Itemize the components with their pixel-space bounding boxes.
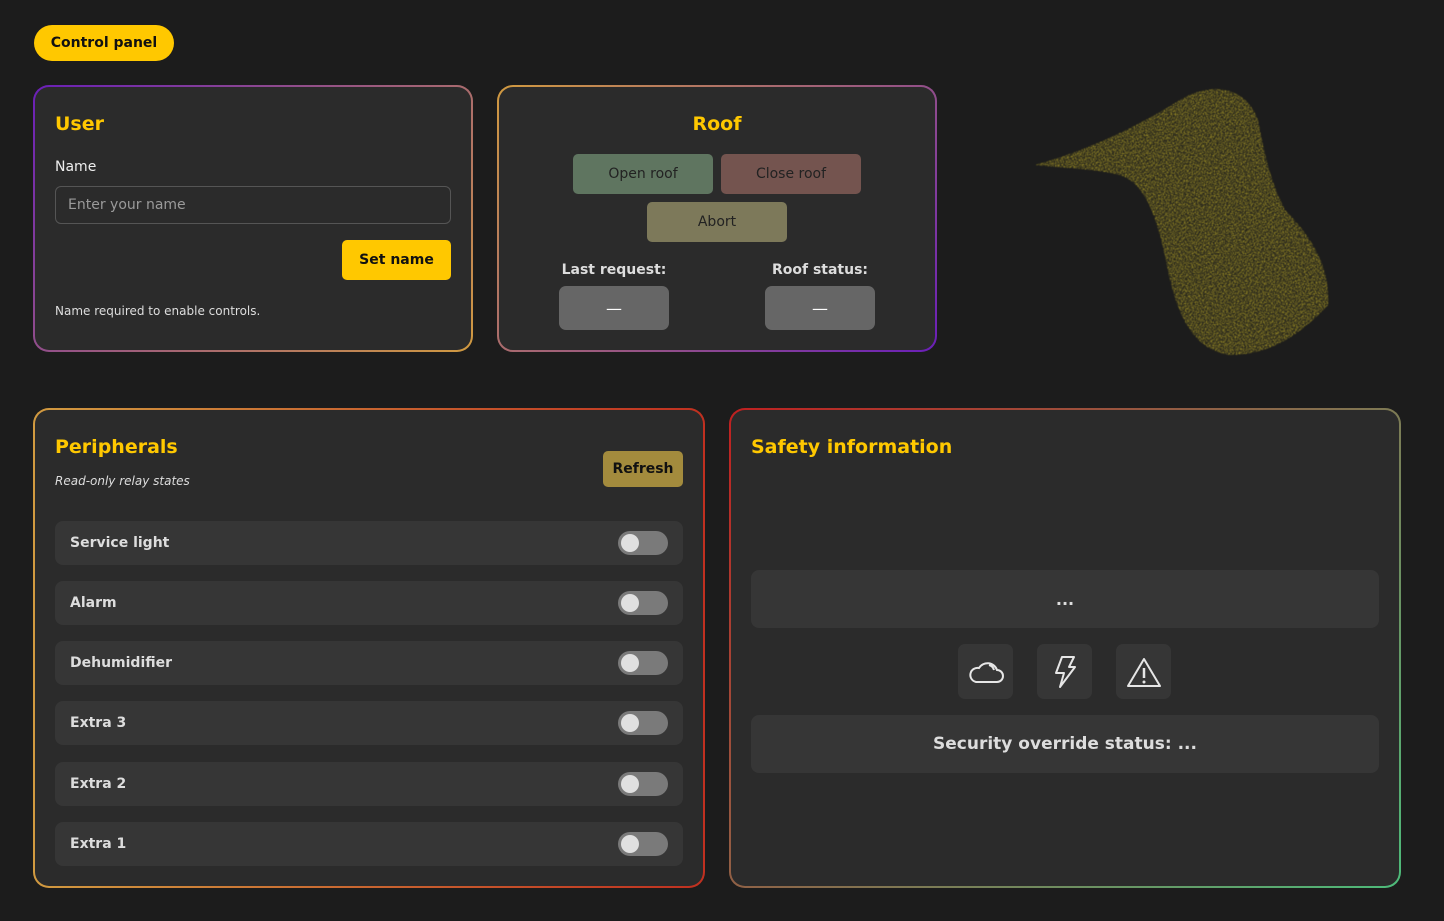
relay-toggle[interactable]	[618, 591, 668, 615]
abort-button[interactable]: Abort	[647, 202, 787, 242]
cloud-icon	[958, 644, 1013, 699]
roof-status-value: —	[765, 286, 875, 330]
security-override-status: Security override status: ...	[751, 715, 1379, 773]
relay-toggle[interactable]	[618, 772, 668, 796]
relay-toggle[interactable]	[618, 711, 668, 735]
last-request-value: —	[559, 286, 669, 330]
peripherals-title: Peripherals	[55, 436, 178, 458]
roof-status-label: Roof status:	[771, 262, 869, 278]
refresh-button[interactable]: Refresh	[603, 451, 683, 487]
relay-row: Extra 3	[55, 701, 683, 745]
close-roof-button[interactable]: Close roof	[721, 154, 861, 194]
relay-label: Alarm	[70, 595, 117, 611]
user-card: User Name Set name Name required to enab…	[33, 85, 473, 352]
relay-label: Extra 2	[70, 776, 127, 792]
set-name-button[interactable]: Set name	[342, 240, 451, 280]
open-roof-button[interactable]: Open roof	[573, 154, 713, 194]
relay-label: Extra 1	[70, 836, 127, 852]
name-note: Name required to enable controls.	[55, 304, 261, 318]
peripherals-card: Peripherals Read-only relay states Refre…	[33, 408, 705, 888]
relay-toggle[interactable]	[618, 651, 668, 675]
relay-row: Extra 1	[55, 822, 683, 866]
peripherals-subtitle: Read-only relay states	[55, 474, 190, 488]
control-panel-button[interactable]: Control panel	[34, 25, 174, 61]
relay-label: Dehumidifier	[70, 655, 173, 671]
roof-title: Roof	[692, 113, 742, 135]
relay-row: Service light	[55, 521, 683, 565]
lightning-icon	[1037, 644, 1092, 699]
name-label: Name	[55, 159, 97, 175]
name-input[interactable]	[55, 186, 451, 224]
safety-info: ...	[751, 570, 1379, 628]
user-title: User	[55, 113, 104, 135]
bird-logo	[1035, 89, 1329, 355]
relay-toggle[interactable]	[618, 531, 668, 555]
safety-card: Safety information ... Security override…	[729, 408, 1401, 888]
roof-card: Roof Open roof Close roof Abort Last req…	[497, 85, 937, 352]
relay-toggle[interactable]	[618, 832, 668, 856]
safety-title: Safety information	[751, 436, 953, 458]
relay-label: Extra 3	[70, 715, 127, 731]
relay-row: Extra 2	[55, 762, 683, 806]
relay-row: Dehumidifier	[55, 641, 683, 685]
last-request-label: Last request:	[561, 262, 667, 278]
warning-icon	[1116, 644, 1171, 699]
relay-row: Alarm	[55, 581, 683, 625]
relay-label: Service light	[70, 535, 170, 551]
